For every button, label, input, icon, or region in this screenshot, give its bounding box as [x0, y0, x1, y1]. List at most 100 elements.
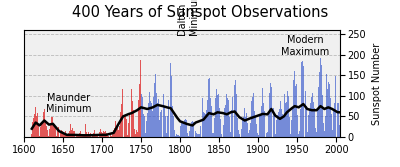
- Bar: [316, 132, 317, 137]
- Bar: [125, 116, 126, 137]
- Bar: [121, 105, 122, 137]
- Bar: [328, 82, 329, 137]
- Text: Dalton
Minimum: Dalton Minimum: [177, 0, 198, 35]
- Bar: [170, 63, 171, 137]
- Bar: [81, 135, 82, 137]
- Bar: [76, 135, 77, 137]
- Bar: [141, 58, 142, 137]
- Bar: [232, 97, 233, 137]
- Bar: [318, 99, 319, 137]
- Bar: [189, 131, 190, 137]
- Bar: [188, 136, 189, 137]
- Bar: [84, 134, 85, 137]
- Bar: [123, 90, 124, 137]
- Bar: [40, 127, 41, 137]
- Bar: [256, 124, 257, 137]
- Bar: [299, 131, 300, 137]
- Bar: [211, 106, 212, 137]
- Bar: [87, 135, 88, 137]
- Bar: [291, 120, 292, 137]
- Bar: [322, 95, 323, 137]
- Bar: [274, 116, 275, 137]
- Bar: [200, 126, 201, 137]
- Bar: [165, 116, 166, 137]
- Bar: [338, 103, 339, 137]
- Bar: [136, 130, 137, 137]
- Bar: [177, 135, 178, 137]
- Bar: [267, 132, 268, 137]
- Bar: [93, 133, 94, 137]
- Bar: [35, 107, 36, 137]
- Bar: [47, 130, 48, 137]
- Bar: [258, 135, 259, 137]
- Bar: [135, 134, 136, 137]
- Bar: [108, 135, 109, 137]
- Bar: [66, 133, 67, 137]
- Bar: [56, 136, 57, 137]
- Bar: [144, 134, 145, 137]
- Bar: [96, 136, 97, 137]
- Bar: [241, 129, 242, 137]
- Bar: [92, 134, 93, 137]
- Bar: [48, 135, 49, 137]
- Bar: [97, 135, 98, 137]
- Bar: [167, 116, 168, 137]
- Bar: [245, 117, 246, 137]
- Bar: [203, 113, 204, 137]
- Bar: [334, 103, 335, 137]
- Bar: [130, 88, 131, 137]
- Bar: [183, 122, 184, 137]
- Bar: [212, 133, 213, 137]
- Bar: [193, 122, 194, 137]
- Bar: [139, 84, 140, 137]
- Bar: [289, 117, 290, 137]
- Bar: [275, 134, 276, 137]
- Bar: [90, 133, 91, 137]
- Bar: [152, 111, 153, 137]
- Bar: [250, 123, 251, 137]
- Bar: [312, 93, 313, 137]
- Bar: [122, 89, 123, 137]
- Bar: [133, 110, 134, 137]
- Y-axis label: Sunspot Number: Sunspot Number: [372, 42, 382, 125]
- Bar: [339, 125, 340, 137]
- Bar: [62, 131, 63, 137]
- Bar: [151, 103, 152, 137]
- Bar: [290, 134, 291, 137]
- Bar: [196, 133, 197, 137]
- Bar: [213, 133, 214, 137]
- Bar: [310, 103, 311, 137]
- Bar: [284, 94, 285, 137]
- Bar: [168, 100, 169, 137]
- Bar: [276, 120, 277, 137]
- Bar: [33, 118, 34, 137]
- Bar: [143, 114, 144, 137]
- Bar: [330, 98, 331, 137]
- Bar: [80, 134, 81, 137]
- Bar: [191, 122, 192, 137]
- Bar: [306, 106, 307, 137]
- Bar: [214, 118, 215, 137]
- Bar: [285, 103, 286, 137]
- Bar: [89, 134, 90, 137]
- Bar: [288, 96, 289, 137]
- Bar: [41, 124, 42, 137]
- Bar: [223, 125, 224, 137]
- Bar: [192, 121, 193, 137]
- Bar: [304, 82, 305, 137]
- Bar: [52, 117, 53, 137]
- Bar: [142, 97, 143, 137]
- Bar: [272, 80, 273, 137]
- Bar: [217, 95, 218, 137]
- Bar: [273, 108, 274, 137]
- Bar: [149, 92, 150, 137]
- Bar: [249, 130, 250, 137]
- Bar: [281, 109, 282, 137]
- Bar: [187, 128, 188, 137]
- Bar: [234, 85, 235, 137]
- Bar: [107, 134, 108, 137]
- Bar: [128, 123, 129, 137]
- Bar: [124, 117, 125, 137]
- Bar: [266, 133, 267, 137]
- Bar: [146, 121, 147, 137]
